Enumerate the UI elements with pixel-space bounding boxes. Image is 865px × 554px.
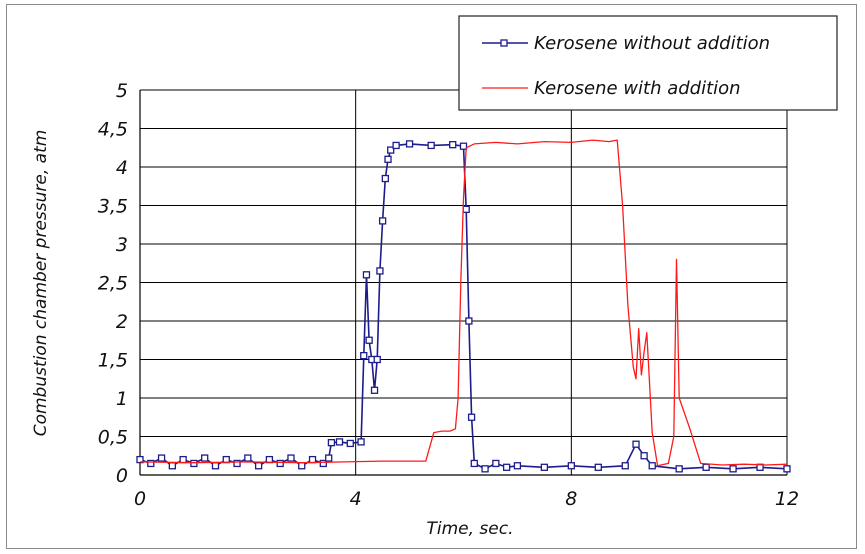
data-point (459, 142, 468, 150)
x-tick-label: 12 (775, 488, 799, 510)
data-point (640, 452, 648, 460)
data-point (502, 463, 511, 471)
data-point (244, 454, 252, 462)
data-point (346, 439, 354, 448)
data-point (147, 459, 155, 468)
data-point (357, 438, 365, 446)
y-tick-label: 2,5 (98, 273, 128, 295)
data-point (449, 141, 457, 149)
data-point (308, 455, 317, 464)
data-point (233, 459, 241, 468)
y-tick-label: 4,5 (98, 119, 128, 141)
y-tick-label: 4 (116, 157, 128, 179)
legend-marker-without-addition (500, 39, 508, 47)
data-point (675, 465, 683, 473)
data-point (481, 465, 489, 473)
data-point (729, 465, 737, 473)
data-point (387, 146, 395, 154)
data-point (467, 413, 476, 421)
data-point (405, 140, 414, 148)
data-point (190, 459, 198, 468)
data-point (470, 459, 478, 468)
data-point (201, 454, 209, 462)
legend-box (458, 15, 838, 111)
data-point (276, 459, 284, 468)
data-point (370, 386, 379, 394)
data-point (335, 438, 344, 446)
series-0 (136, 140, 791, 473)
y-tick-label: 3,5 (98, 196, 128, 218)
data-point (783, 465, 791, 473)
data-point (373, 355, 381, 364)
x-tick-label: 4 (350, 488, 362, 510)
data-point (327, 439, 336, 447)
y-tick-label: 1 (116, 388, 128, 410)
data-point (465, 317, 473, 325)
legend-label-without-addition: Kerosene without addition (534, 33, 770, 54)
y-tick-label: 3 (116, 234, 128, 256)
y-axis-title: Combustion chamber pressure, atm (31, 130, 51, 437)
data-point (365, 336, 373, 344)
y-tick-label: 0,5 (98, 427, 128, 449)
data-point (513, 462, 522, 470)
data-point (621, 462, 629, 470)
data-point (381, 174, 389, 183)
data-point (376, 267, 384, 275)
data-point (360, 351, 368, 360)
y-tick-label: 1,5 (98, 350, 128, 372)
data-point (594, 463, 602, 471)
data-point (298, 462, 306, 470)
series-line-1 (139, 139, 788, 467)
legend-label-with-addition: Kerosene with addition (534, 78, 741, 99)
data-point (384, 155, 392, 163)
data-point (157, 454, 166, 462)
data-point (211, 462, 220, 470)
data-point (492, 459, 500, 468)
data-point (702, 463, 710, 471)
series-1 (139, 139, 788, 467)
data-point (392, 141, 400, 150)
data-point (325, 454, 333, 462)
legend: Kerosene without addition Kerosene with … (458, 15, 838, 111)
series-layer (136, 139, 791, 473)
data-point (540, 463, 549, 471)
data-point (427, 141, 435, 150)
data-point (378, 217, 387, 225)
y-tick-label: 2 (116, 311, 128, 333)
data-point (168, 462, 177, 470)
data-point (179, 455, 187, 464)
data-point (567, 462, 575, 470)
tick-labels: 0 0,5 1 1,5 2 2,5 3 3,5 4 4,5 5 0 4 8 12 (98, 80, 799, 510)
y-tick-label: 5 (116, 80, 128, 102)
y-tick-label: 0 (116, 465, 128, 487)
data-point (136, 455, 144, 464)
x-tick-label: 8 (565, 488, 577, 510)
data-point (287, 454, 295, 462)
data-point (362, 271, 371, 279)
x-axis-title: Time, sec. (426, 519, 513, 539)
data-point (632, 440, 640, 448)
x-tick-label: 0 (134, 488, 146, 510)
data-point (319, 459, 327, 468)
data-point (254, 462, 263, 470)
data-point (648, 462, 656, 470)
data-point (462, 205, 470, 214)
